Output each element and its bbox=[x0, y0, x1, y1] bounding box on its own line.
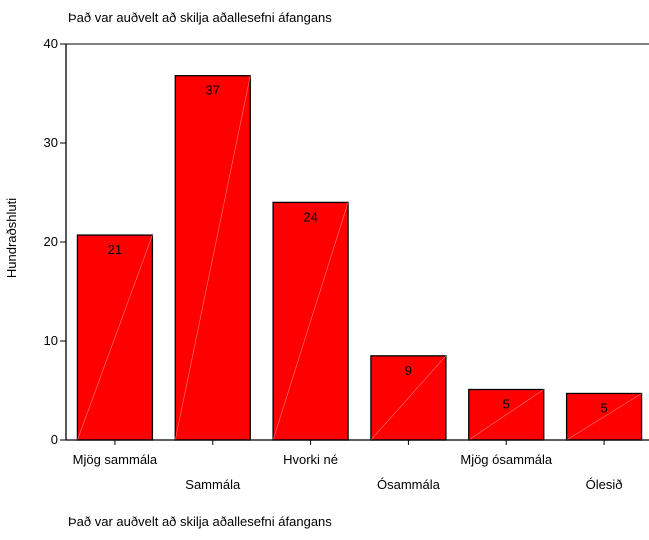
labels-layer: 21 Mjög sammála 37 Sammála 24 Hvorki né 9 Ósamm… bbox=[73, 83, 623, 492]
data-label-2: 24 bbox=[303, 209, 317, 224]
axes-layer: 0 10 20 30 40 bbox=[44, 36, 649, 447]
bar-shade-2 bbox=[272, 202, 349, 441]
data-label-0: 21 bbox=[108, 242, 122, 257]
y-tick-label-3: 30 bbox=[44, 135, 58, 150]
category-label-5: Ólesið bbox=[586, 477, 623, 492]
y-tick-label-0: 0 bbox=[51, 432, 58, 447]
bars-layer bbox=[76, 75, 643, 441]
category-label-4: Mjög ósammála bbox=[460, 452, 553, 467]
data-label-3: 9 bbox=[405, 363, 412, 378]
bar-shade-1 bbox=[174, 75, 251, 441]
bar-shade-0 bbox=[77, 234, 153, 441]
category-label-3: Ósammála bbox=[377, 477, 441, 492]
data-label-4: 5 bbox=[503, 397, 510, 412]
data-label-5: 5 bbox=[600, 400, 607, 415]
y-axis-label: Hundraðshluti bbox=[4, 198, 19, 278]
category-label-2: Hvorki né bbox=[283, 452, 338, 467]
category-label-1: Sammála bbox=[185, 477, 241, 492]
category-label-0: Mjög sammála bbox=[73, 452, 158, 467]
bar-shade-5 bbox=[566, 393, 642, 441]
y-tick-label-2: 20 bbox=[44, 234, 58, 249]
y-tick-label-4: 40 bbox=[44, 36, 58, 51]
data-label-1: 37 bbox=[206, 83, 220, 98]
x-axis-label: Það var auðvelt að skilja aðallesefni áf… bbox=[68, 514, 332, 529]
y-tick-label-1: 10 bbox=[44, 333, 58, 348]
bar-shade-4 bbox=[468, 389, 544, 441]
bar-shade-3 bbox=[370, 355, 447, 441]
chart-title: Það var auðvelt að skilja aðallesefni áf… bbox=[68, 10, 332, 25]
